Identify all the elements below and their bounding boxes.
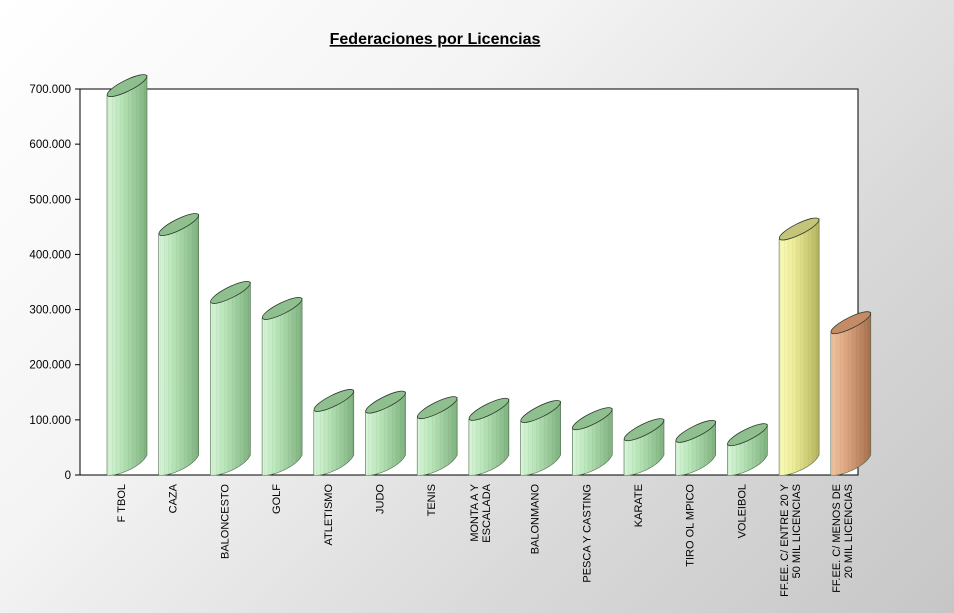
bar-top — [416, 396, 458, 420]
bar — [468, 397, 510, 476]
y-tick-label: 300.000 — [29, 305, 71, 317]
x-tick-label: FF.EE. C/ MENOS DE20 MIL LICENCIAS — [831, 484, 855, 593]
y-tick-label: 0 — [65, 470, 71, 482]
x-axis-labels: F TBOL CAZA BALONCESTO GOLF ATLETISMO JUDO TEN… — [116, 483, 855, 597]
x-tick-label: PESCA Y CASTING — [581, 484, 593, 583]
bar-top — [572, 407, 613, 431]
bar-top — [830, 311, 872, 335]
bar-ribs — [830, 312, 871, 476]
chart-title: Federaciones por Licencias — [330, 31, 541, 48]
x-tick-label: TIRO OL MPICO — [685, 484, 697, 567]
x-tick-label: BALONMANO — [530, 484, 542, 555]
x-tick-label: KARATE — [633, 484, 645, 527]
bar — [158, 213, 199, 476]
bar-top — [261, 296, 303, 320]
bar — [365, 390, 406, 476]
bar — [416, 396, 458, 476]
x-tick-label: VOLEIBOL — [736, 484, 748, 538]
bar-top — [313, 389, 355, 412]
bar-top — [158, 213, 199, 236]
y-tick-label: 500.000 — [29, 194, 71, 206]
y-tick-label: 100.000 — [29, 415, 71, 427]
bar-ribs — [158, 214, 199, 476]
bar-top — [468, 397, 510, 421]
bar-ribs — [779, 218, 820, 476]
bar — [210, 281, 251, 476]
bar — [520, 400, 561, 476]
bar — [727, 423, 768, 476]
bar-ribs — [572, 408, 613, 476]
bar — [830, 311, 872, 476]
x-tick-label: FF.EE. C/ ENTRE 20 Y50 MIL LICENCIAS — [779, 483, 803, 597]
bar — [778, 217, 820, 476]
x-tick-label: JUDO — [375, 484, 387, 514]
x-tick-label: TENIS — [426, 484, 438, 516]
x-tick-label: F TBOL — [116, 484, 128, 522]
bar-top — [778, 217, 820, 241]
bar-top — [365, 390, 406, 414]
bar-ribs — [727, 424, 768, 476]
bar-ribs — [210, 282, 251, 476]
plot-area — [79, 88, 859, 476]
bar-ribs — [520, 401, 561, 476]
y-tick-label: 600.000 — [29, 139, 71, 151]
bar-top — [210, 281, 251, 304]
bar-top — [675, 419, 716, 443]
x-tick-label: GOLF — [271, 484, 283, 514]
bars — [106, 74, 872, 476]
bar-ribs — [365, 392, 406, 476]
bar-top — [623, 418, 665, 442]
bar — [106, 74, 148, 476]
x-tick-label: BALONCESTO — [219, 484, 231, 559]
bar-ribs — [262, 298, 303, 476]
bar — [623, 418, 665, 476]
bar — [313, 389, 355, 476]
bar-ribs — [107, 75, 147, 476]
bar — [675, 419, 716, 476]
y-tick-label: 200.000 — [29, 360, 71, 372]
y-tick-label: 400.000 — [29, 249, 71, 261]
x-tick-label: CAZA — [168, 483, 180, 513]
bar-top — [727, 423, 768, 447]
bar-ribs — [313, 390, 354, 476]
bar-top — [520, 400, 561, 423]
bar — [261, 296, 303, 476]
x-tick-label: ATLETISMO — [323, 484, 335, 546]
y-tick-label: 700.000 — [29, 84, 71, 96]
bar-top — [106, 74, 148, 98]
bar-ribs — [624, 419, 664, 476]
bar-ribs — [675, 421, 716, 476]
bar — [572, 407, 613, 476]
x-tick-label: MONTA A YESCALADA — [469, 483, 493, 542]
y-axis: 0 100.000 200.000 300.000 400.000 500.000 600.… — [29, 84, 80, 482]
